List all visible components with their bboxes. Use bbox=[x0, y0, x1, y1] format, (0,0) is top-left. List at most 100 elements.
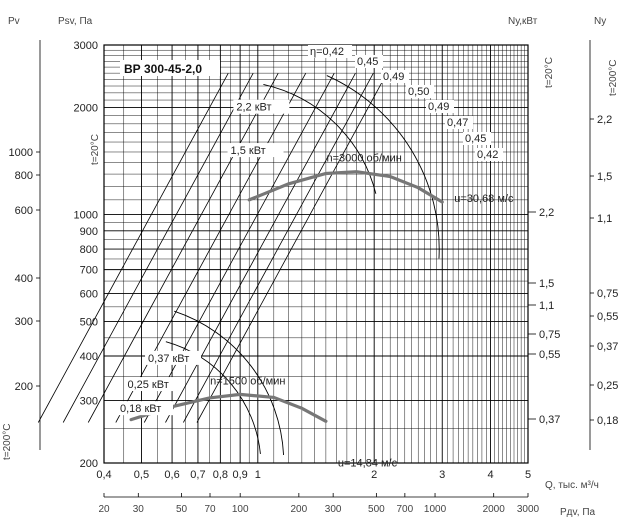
efficiency-ray bbox=[37, 72, 229, 423]
nkw-tick-label: 1,5 bbox=[539, 278, 554, 290]
nkw-header: Nу,кВт bbox=[508, 16, 538, 27]
pv-header: Pv bbox=[8, 16, 20, 27]
ny-tick-label: 0,25 bbox=[597, 380, 618, 392]
y-tick-label: 400 bbox=[80, 351, 98, 363]
right-temperature-label: t=200°C bbox=[608, 59, 619, 96]
power-arc-lower bbox=[165, 341, 261, 454]
x-tick-label: 5 bbox=[525, 469, 531, 481]
speed-label: n=1500 об/мин bbox=[210, 375, 285, 387]
x-tick-label: 0,5 bbox=[134, 469, 149, 481]
efficiency-label: 0,49 bbox=[383, 71, 404, 83]
x-tick-label: 0,9 bbox=[232, 469, 247, 481]
x-tick-label: 0,7 bbox=[190, 469, 205, 481]
psv-header: Psv, Па bbox=[58, 16, 93, 27]
efficiency-label-bg bbox=[381, 70, 409, 83]
pv-tick-label: 1000 bbox=[9, 147, 33, 159]
efficiency-label-bg bbox=[308, 45, 352, 58]
ny-tick-label: 2,2 bbox=[597, 114, 612, 126]
efficiency-ray bbox=[165, 72, 356, 423]
pd-tick-label: 700 bbox=[397, 504, 414, 515]
right-temperature-label: t=20°C bbox=[544, 57, 555, 88]
ny-tick-label: 1,1 bbox=[597, 213, 612, 225]
efficiency-label: η=0,42 bbox=[310, 46, 344, 58]
power-arc-upper bbox=[326, 75, 440, 259]
left-temperature-label: t=200°C bbox=[2, 423, 13, 460]
y-tick-label: 500 bbox=[80, 317, 98, 329]
power-arc-lower bbox=[174, 310, 285, 456]
pd-tick-label: 70 bbox=[204, 504, 216, 515]
efficiency-label-bg bbox=[355, 55, 383, 68]
pd-tick-label: 1000 bbox=[424, 504, 447, 515]
ny-tick-label: 0,75 bbox=[597, 288, 618, 300]
y-tick-label: 300 bbox=[80, 395, 98, 407]
y-tick-label: 1000 bbox=[74, 210, 98, 222]
nkw-tick-label: 0,37 bbox=[539, 414, 560, 426]
x-tick-label: 2 bbox=[371, 469, 377, 481]
nkw-tick-label: 2,2 bbox=[539, 207, 554, 219]
title-bg bbox=[120, 60, 220, 76]
y-tick-label: 3000 bbox=[74, 40, 98, 52]
x-tick-label: 4 bbox=[487, 469, 493, 481]
velocity-label: u=14,84 м/с bbox=[338, 457, 398, 469]
power-label-bg bbox=[124, 377, 181, 392]
efficiency-label: 0,45 bbox=[465, 133, 486, 145]
x-tick-label: 3 bbox=[439, 469, 445, 481]
efficiency-ray bbox=[62, 72, 254, 423]
y-tick-label: 200 bbox=[80, 458, 98, 470]
efficiency-ray bbox=[196, 72, 388, 423]
texts: n=3000 об/мин u=30,68 м/с n=1500 об/мин u=1… bbox=[2, 16, 619, 518]
efficiency-label: 0,47 bbox=[447, 117, 468, 129]
ny-tick-label: 0,18 bbox=[597, 415, 618, 427]
q-axis-title: Q, тыс. м³/ч bbox=[545, 480, 599, 491]
efficiency-label: 0,45 bbox=[357, 56, 378, 68]
efficiency-ray bbox=[183, 72, 374, 423]
power-label-bg bbox=[145, 350, 202, 365]
efficiency-label-bg bbox=[406, 85, 434, 98]
efficiency-ray bbox=[143, 72, 335, 423]
x-tick-label: 0,6 bbox=[164, 469, 179, 481]
x-tick-label: 0,8 bbox=[213, 469, 228, 481]
efficiency-ray bbox=[115, 72, 307, 423]
efficiency-label: 0,49 bbox=[428, 101, 449, 113]
nkw-tick-label: 0,75 bbox=[539, 329, 560, 341]
y-tick-label: 700 bbox=[80, 265, 98, 277]
power-label: 0,18 кВт bbox=[120, 403, 161, 415]
y-tick-label: 600 bbox=[80, 288, 98, 300]
y-tick-label: 2000 bbox=[74, 103, 98, 115]
x-tick-label: 1 bbox=[255, 469, 261, 481]
speed-label: n=3000 об/мин bbox=[326, 153, 401, 165]
pd-tick-label: 500 bbox=[368, 504, 385, 515]
pd-tick-label: 30 bbox=[133, 504, 145, 515]
y-tick-label: 900 bbox=[80, 226, 98, 238]
efficiency-label-bg bbox=[426, 100, 454, 113]
y-tick-label: 800 bbox=[80, 244, 98, 256]
power-label: 1,5 кВт bbox=[231, 145, 266, 157]
pd-tick-label: 2000 bbox=[483, 504, 506, 515]
pd-tick-label: 3000 bbox=[517, 504, 540, 515]
pd-tick-label: 300 bbox=[325, 504, 342, 515]
ny-tick-label: 0,37 bbox=[597, 341, 618, 353]
pv-tick-label: 600 bbox=[15, 205, 33, 217]
efficiency-ray bbox=[87, 72, 279, 423]
x-tick-label: 0,4 bbox=[96, 469, 111, 481]
pd-tick-label: 50 bbox=[176, 504, 188, 515]
power-label: 0,37 кВт bbox=[148, 353, 189, 365]
pv-tick-label: 400 bbox=[15, 273, 33, 285]
chart-title: ВР 300-45-2,0 bbox=[124, 62, 202, 76]
pd-tick-label: 100 bbox=[232, 504, 249, 515]
efficiency-label-bg bbox=[445, 116, 473, 129]
power-label: 0,25 кВт bbox=[127, 379, 168, 391]
pv-tick-label: 800 bbox=[15, 170, 33, 182]
power-label-bg bbox=[227, 143, 284, 158]
ny-header: Nу bbox=[594, 16, 606, 27]
ny-tick-label: 0,55 bbox=[597, 311, 618, 323]
pv-tick-label: 300 bbox=[15, 316, 33, 328]
efficiency-label: 0,50 bbox=[408, 86, 429, 98]
velocity-label: u=30,68 м/с bbox=[454, 193, 514, 205]
nkw-tick-label: 1,1 bbox=[539, 300, 554, 312]
pd-tick-label: 200 bbox=[291, 504, 308, 515]
efficiency-label-bg bbox=[463, 132, 491, 145]
left-temperature-label: t=20°C bbox=[90, 134, 101, 165]
efficiency-label: 0,42 bbox=[477, 149, 498, 161]
